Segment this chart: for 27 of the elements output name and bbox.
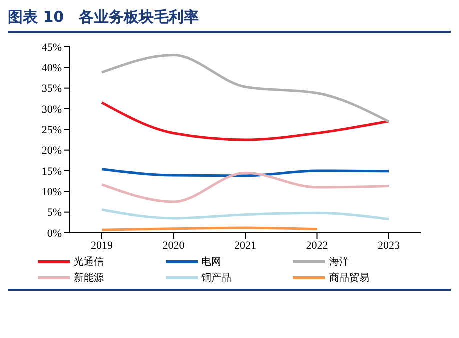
legend-label: 电网: [202, 256, 222, 269]
legend-label: 光通信: [74, 256, 104, 269]
line-series: [100, 172, 390, 204]
y-tick-label: 5%: [47, 207, 62, 220]
x-tick-label: 2019: [91, 240, 114, 252]
legend-label: 商品贸易: [329, 272, 370, 285]
line-series: [100, 208, 390, 221]
y-tick-label: 30%: [42, 104, 62, 116]
y-tick-label: 45%: [42, 42, 62, 54]
y-tick-label: 15%: [42, 166, 62, 178]
legend-label: 铜产品: [202, 272, 232, 285]
chart-title: 图表 10 各业务板块毛利率: [8, 8, 451, 33]
x-tick-label: 2020: [162, 240, 186, 252]
x-tick-label: 2021: [234, 240, 256, 252]
legend-label: 新能源: [74, 272, 104, 285]
x-tick-label: 2023: [378, 240, 400, 252]
y-tick-label: 25%: [42, 124, 62, 137]
y-tick-label: 35%: [42, 83, 62, 96]
y-tick-label: 10%: [42, 186, 62, 199]
x-tick-label: 2022: [306, 240, 328, 252]
line-series: [100, 168, 390, 178]
y-tick-label: 40%: [42, 62, 62, 75]
y-tick-label: 0%: [47, 228, 62, 240]
line-series: [100, 54, 390, 124]
y-tick-label: 20%: [42, 145, 62, 158]
line-series: [100, 102, 390, 142]
legend-label: 海洋: [329, 256, 350, 269]
